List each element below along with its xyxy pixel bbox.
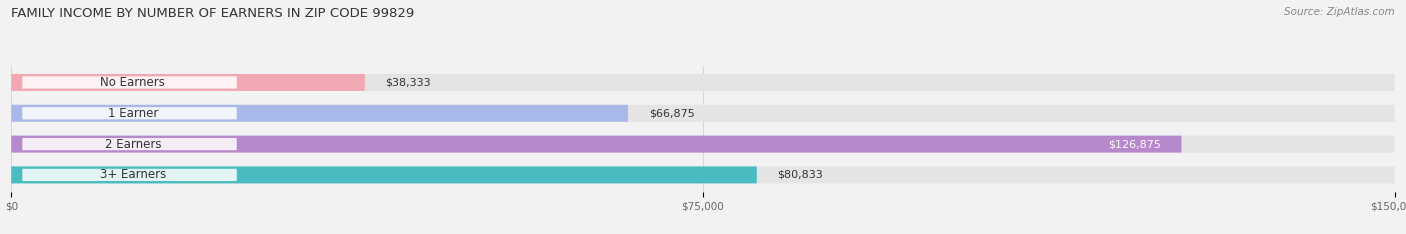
FancyBboxPatch shape	[22, 138, 236, 150]
Text: $38,333: $38,333	[385, 77, 432, 88]
Text: Source: ZipAtlas.com: Source: ZipAtlas.com	[1284, 7, 1395, 17]
FancyBboxPatch shape	[11, 74, 1395, 91]
FancyBboxPatch shape	[11, 105, 628, 122]
FancyBboxPatch shape	[22, 76, 236, 89]
FancyBboxPatch shape	[22, 107, 236, 119]
FancyBboxPatch shape	[11, 166, 756, 183]
Text: 1 Earner: 1 Earner	[108, 107, 157, 120]
FancyBboxPatch shape	[11, 166, 1395, 183]
Text: FAMILY INCOME BY NUMBER OF EARNERS IN ZIP CODE 99829: FAMILY INCOME BY NUMBER OF EARNERS IN ZI…	[11, 7, 415, 20]
FancyBboxPatch shape	[11, 74, 364, 91]
Text: $80,833: $80,833	[778, 170, 824, 180]
Text: 3+ Earners: 3+ Earners	[100, 168, 166, 181]
FancyBboxPatch shape	[11, 136, 1395, 153]
FancyBboxPatch shape	[11, 136, 1181, 153]
Text: $126,875: $126,875	[1108, 139, 1161, 149]
Text: 2 Earners: 2 Earners	[104, 138, 162, 151]
Text: No Earners: No Earners	[100, 76, 166, 89]
FancyBboxPatch shape	[22, 169, 236, 181]
FancyBboxPatch shape	[11, 105, 1395, 122]
Text: $66,875: $66,875	[648, 108, 695, 118]
